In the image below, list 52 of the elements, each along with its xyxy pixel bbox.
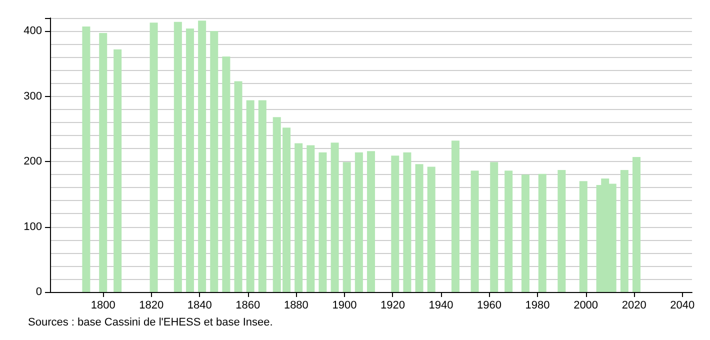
source-note: Sources : base Cassini de l'EHESS et base Insee. — [28, 316, 273, 328]
bar — [538, 174, 546, 292]
bar — [354, 152, 363, 292]
bar — [174, 22, 182, 292]
x-tick-label: 2020 — [622, 300, 646, 312]
bar — [504, 170, 513, 292]
bar — [632, 156, 640, 292]
bar — [198, 20, 206, 292]
bar — [306, 145, 315, 292]
bar — [451, 140, 460, 292]
bar — [318, 152, 327, 292]
bar — [490, 162, 498, 292]
x-tick-label: 1920 — [380, 300, 405, 312]
x-tick-label: 2000 — [574, 300, 598, 312]
bar — [222, 56, 230, 292]
bar — [82, 26, 90, 292]
bar — [403, 152, 412, 292]
bar — [150, 22, 158, 292]
x-tick-label: 1840 — [187, 300, 212, 312]
bar — [367, 151, 375, 292]
bar — [186, 28, 194, 292]
bar — [294, 143, 303, 292]
bar — [427, 166, 436, 292]
y-tick-label: 400 — [24, 25, 42, 38]
bar — [558, 170, 566, 292]
bar — [234, 81, 242, 292]
x-tick-label: 1980 — [525, 300, 550, 312]
bar — [579, 181, 588, 292]
bar — [415, 164, 424, 292]
bar — [620, 170, 628, 292]
x-tick-label: 1940 — [428, 300, 454, 312]
x-tick-label: 1820 — [139, 300, 164, 312]
x-tick-label: 1880 — [284, 300, 308, 312]
bar — [470, 170, 479, 292]
bar — [258, 100, 266, 292]
x-tick-label: 2040 — [670, 300, 695, 312]
bar — [391, 156, 400, 292]
y-tick-label: 200 — [24, 156, 42, 168]
bar — [210, 31, 218, 292]
bar — [521, 174, 530, 292]
bar — [330, 142, 339, 292]
bar — [99, 33, 108, 292]
x-tick-label: 1960 — [477, 300, 502, 312]
bar — [342, 162, 351, 292]
bar — [114, 49, 122, 292]
y-tick-label: 0 — [36, 286, 42, 298]
x-tick-label: 1860 — [236, 300, 260, 312]
x-tick-label: 1800 — [90, 300, 116, 312]
y-tick-label: 300 — [24, 90, 42, 102]
bar — [246, 100, 254, 292]
x-tick-label: 1900 — [332, 300, 357, 312]
y-tick-label: 100 — [24, 220, 42, 233]
